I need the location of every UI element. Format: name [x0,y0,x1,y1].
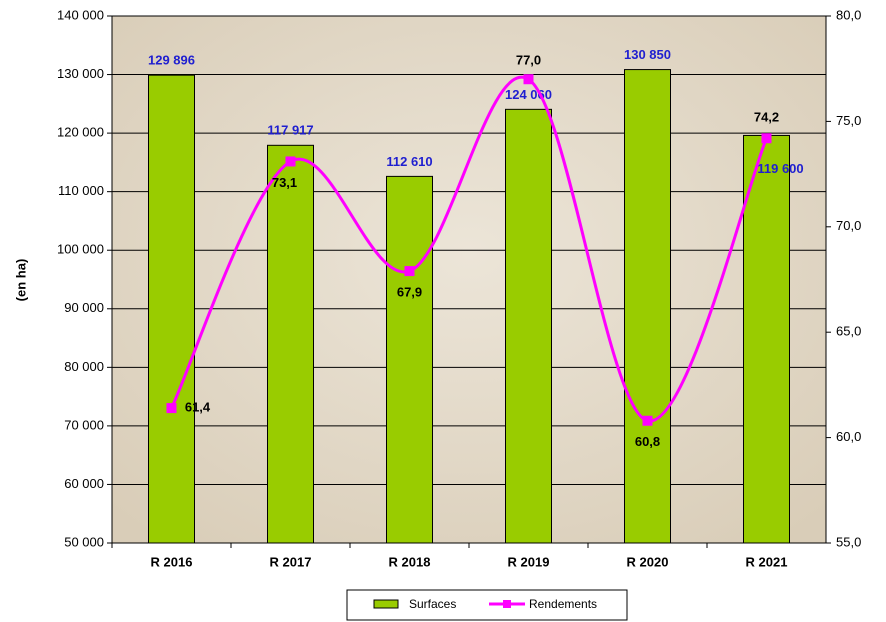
y2-tick-label: 60,0 [836,429,861,444]
plot-background [112,16,826,543]
data-label: 124 060 [505,87,552,102]
legend-label: Rendements [529,597,597,611]
x-tick-label: R 2017 [270,554,312,569]
y2-tick-label: 75,0 [836,113,861,128]
bar [743,134,790,544]
legend-swatch [373,599,399,609]
y-tick-label: 110 000 [58,183,104,198]
data-label: 73,1 [272,175,297,190]
data-label: 112 610 [386,154,432,169]
line-marker [642,415,653,426]
data-label: 117 917 [267,123,313,138]
y-tick-label: 140 000 [57,7,104,22]
data-label: 77,0 [516,53,541,68]
line-marker [166,403,177,414]
line-marker [404,266,415,277]
bar [624,69,671,544]
y-tick-label: 50 000 [64,534,104,549]
bar [505,108,552,544]
x-tick-label: R 2019 [508,554,550,569]
bar [267,144,314,544]
line [170,75,768,423]
y-tick-label: 100 000 [57,242,104,257]
y2-tick-label: 55,0 [836,534,861,549]
x-tick-label: R 2018 [389,554,431,569]
legend-label: Surfaces [409,597,456,611]
y2-tick-label: 65,0 [836,324,861,339]
bar [148,74,195,544]
data-label: 130 850 [624,47,671,62]
y-tick-label: 70 000 [64,417,104,432]
data-label: 67,9 [397,285,422,300]
line-marker [761,133,772,144]
x-tick-label: R 2016 [151,554,193,569]
y-axis-label: (en ha) [13,259,28,302]
data-label: 60,8 [635,434,660,449]
x-tick-label: R 2021 [746,554,788,569]
y2-tick-label: 70,0 [836,218,861,233]
y-tick-label: 80 000 [64,359,104,374]
data-label: 61,4 [185,400,211,415]
y-tick-label: 130 000 [57,66,104,81]
x-tick-label: R 2020 [627,554,669,569]
legend-swatch [503,600,511,608]
line-marker [523,74,534,85]
y-tick-label: 60 000 [64,476,104,491]
data-label: 74,2 [754,110,779,125]
line-marker [285,156,296,167]
y-tick-label: 90 000 [64,300,104,315]
data-label: 119 600 [757,161,803,176]
y2-tick-label: 80,0 [836,7,861,22]
bar [386,175,433,544]
data-label: 129 896 [148,53,195,68]
y-tick-label: 120 000 [57,125,104,140]
